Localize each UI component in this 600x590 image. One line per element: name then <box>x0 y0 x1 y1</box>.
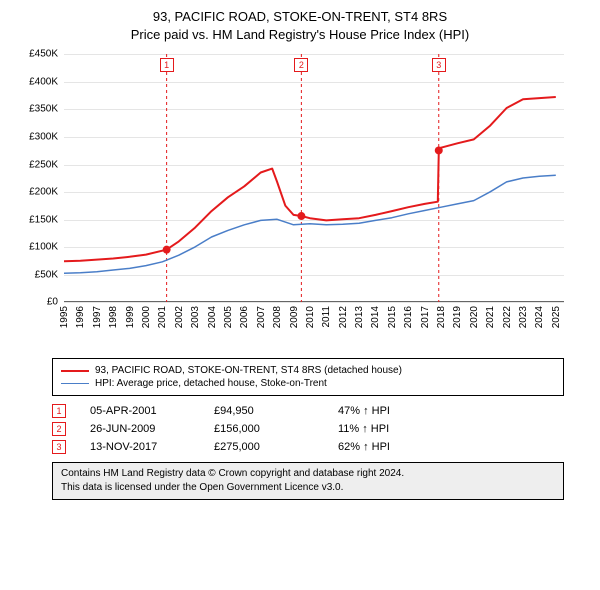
footer-line-2: This data is licensed under the Open Gov… <box>61 481 555 495</box>
x-tick-label: 2011 <box>321 306 332 328</box>
footer-line-1: Contains HM Land Registry data © Crown c… <box>61 467 555 481</box>
x-tick-label: 2010 <box>305 306 316 328</box>
event-delta-3: 62% ↑ HPI <box>338 441 458 453</box>
events-table: 1 05-APR-2001 £94,950 47% ↑ HPI 2 26-JUN… <box>52 404 564 454</box>
x-tick-label: 2025 <box>551 306 562 328</box>
event-num-1: 1 <box>52 404 66 418</box>
event-price-2: £156,000 <box>214 423 334 435</box>
x-tick-label: 1996 <box>75 306 86 328</box>
x-tick-label: 2014 <box>370 306 381 328</box>
x-tick-label: 1998 <box>108 306 119 328</box>
legend-swatch-hpi <box>61 383 89 384</box>
event-row-1: 1 05-APR-2001 £94,950 47% ↑ HPI <box>52 404 564 418</box>
event-price-3: £275,000 <box>214 441 334 453</box>
x-tick-label: 2006 <box>239 306 250 328</box>
x-tick-label: 2015 <box>387 306 398 328</box>
y-tick-label: £50K <box>20 269 58 280</box>
x-tick-label: 2013 <box>354 306 365 328</box>
x-tick-label: 1999 <box>125 306 136 328</box>
legend-label-subject: 93, PACIFIC ROAD, STOKE-ON-TRENT, ST4 8R… <box>95 365 402 376</box>
x-tick-label: 2024 <box>534 306 545 328</box>
y-tick-label: £100K <box>20 242 58 253</box>
legend: 93, PACIFIC ROAD, STOKE-ON-TRENT, ST4 8R… <box>52 358 564 396</box>
x-tick-label: 2016 <box>403 306 414 328</box>
x-tick-label: 2012 <box>338 306 349 328</box>
event-price-1: £94,950 <box>214 405 334 417</box>
y-tick-label: £200K <box>20 187 58 198</box>
plot-area: 1 2 3 <box>64 54 564 302</box>
x-tick-label: 2022 <box>502 306 513 328</box>
sale-dot <box>435 147 443 155</box>
legend-swatch-subject <box>61 370 89 372</box>
event-row-2: 2 26-JUN-2009 £156,000 11% ↑ HPI <box>52 422 564 436</box>
x-tick-label: 2002 <box>174 306 185 328</box>
x-tick-label: 2004 <box>207 306 218 328</box>
y-tick-label: £250K <box>20 159 58 170</box>
x-tick-label: 1997 <box>92 306 103 328</box>
series-subject <box>64 97 556 261</box>
x-tick-label: 2009 <box>289 306 300 328</box>
chart-svg <box>64 54 564 302</box>
event-marker: 3 <box>432 58 446 72</box>
event-row-3: 3 13-NOV-2017 £275,000 62% ↑ HPI <box>52 440 564 454</box>
x-tick-label: 2023 <box>518 306 529 328</box>
event-marker: 2 <box>294 58 308 72</box>
legend-item-subject: 93, PACIFIC ROAD, STOKE-ON-TRENT, ST4 8R… <box>61 365 555 376</box>
event-marker: 1 <box>160 58 174 72</box>
y-tick-label: £400K <box>20 76 58 87</box>
x-tick-label: 2003 <box>190 306 201 328</box>
x-tick-label: 1995 <box>59 306 70 328</box>
title-line-1: 93, PACIFIC ROAD, STOKE-ON-TRENT, ST4 8R… <box>8 8 592 26</box>
y-tick-label: £150K <box>20 214 58 225</box>
x-tick-label: 2007 <box>256 306 267 328</box>
series-hpi <box>64 176 556 274</box>
legend-item-hpi: HPI: Average price, detached house, Stok… <box>61 378 555 389</box>
x-tick-label: 2020 <box>469 306 480 328</box>
y-tick-label: £0 <box>20 297 58 308</box>
y-tick-label: £300K <box>20 132 58 143</box>
price-chart: 1 2 3 £0 £50K £100K £150K £200K £250K £300K £350K £… <box>20 50 580 350</box>
y-tick-label: £350K <box>20 104 58 115</box>
x-tick-label: 2021 <box>485 306 496 328</box>
event-date-2: 26-JUN-2009 <box>70 423 210 435</box>
title-line-2: Price paid vs. HM Land Registry's House … <box>8 26 592 44</box>
x-tick-label: 2005 <box>223 306 234 328</box>
gridline-h <box>64 302 564 303</box>
event-num-2: 2 <box>52 422 66 436</box>
legend-label-hpi: HPI: Average price, detached house, Stok… <box>95 378 327 389</box>
x-tick-label: 2000 <box>141 306 152 328</box>
x-tick-label: 2019 <box>452 306 463 328</box>
event-date-3: 13-NOV-2017 <box>70 441 210 453</box>
sale-dot <box>163 246 171 254</box>
event-num-3: 3 <box>52 440 66 454</box>
event-date-1: 05-APR-2001 <box>70 405 210 417</box>
footer: Contains HM Land Registry data © Crown c… <box>52 462 564 500</box>
x-tick-label: 2017 <box>420 306 431 328</box>
title-block: 93, PACIFIC ROAD, STOKE-ON-TRENT, ST4 8R… <box>8 8 592 44</box>
event-delta-2: 11% ↑ HPI <box>338 423 458 435</box>
x-tick-label: 2001 <box>157 306 168 328</box>
y-tick-label: £450K <box>20 49 58 60</box>
x-tick-label: 2008 <box>272 306 283 328</box>
x-tick-label: 2018 <box>436 306 447 328</box>
event-delta-1: 47% ↑ HPI <box>338 405 458 417</box>
sale-dot <box>297 212 305 220</box>
